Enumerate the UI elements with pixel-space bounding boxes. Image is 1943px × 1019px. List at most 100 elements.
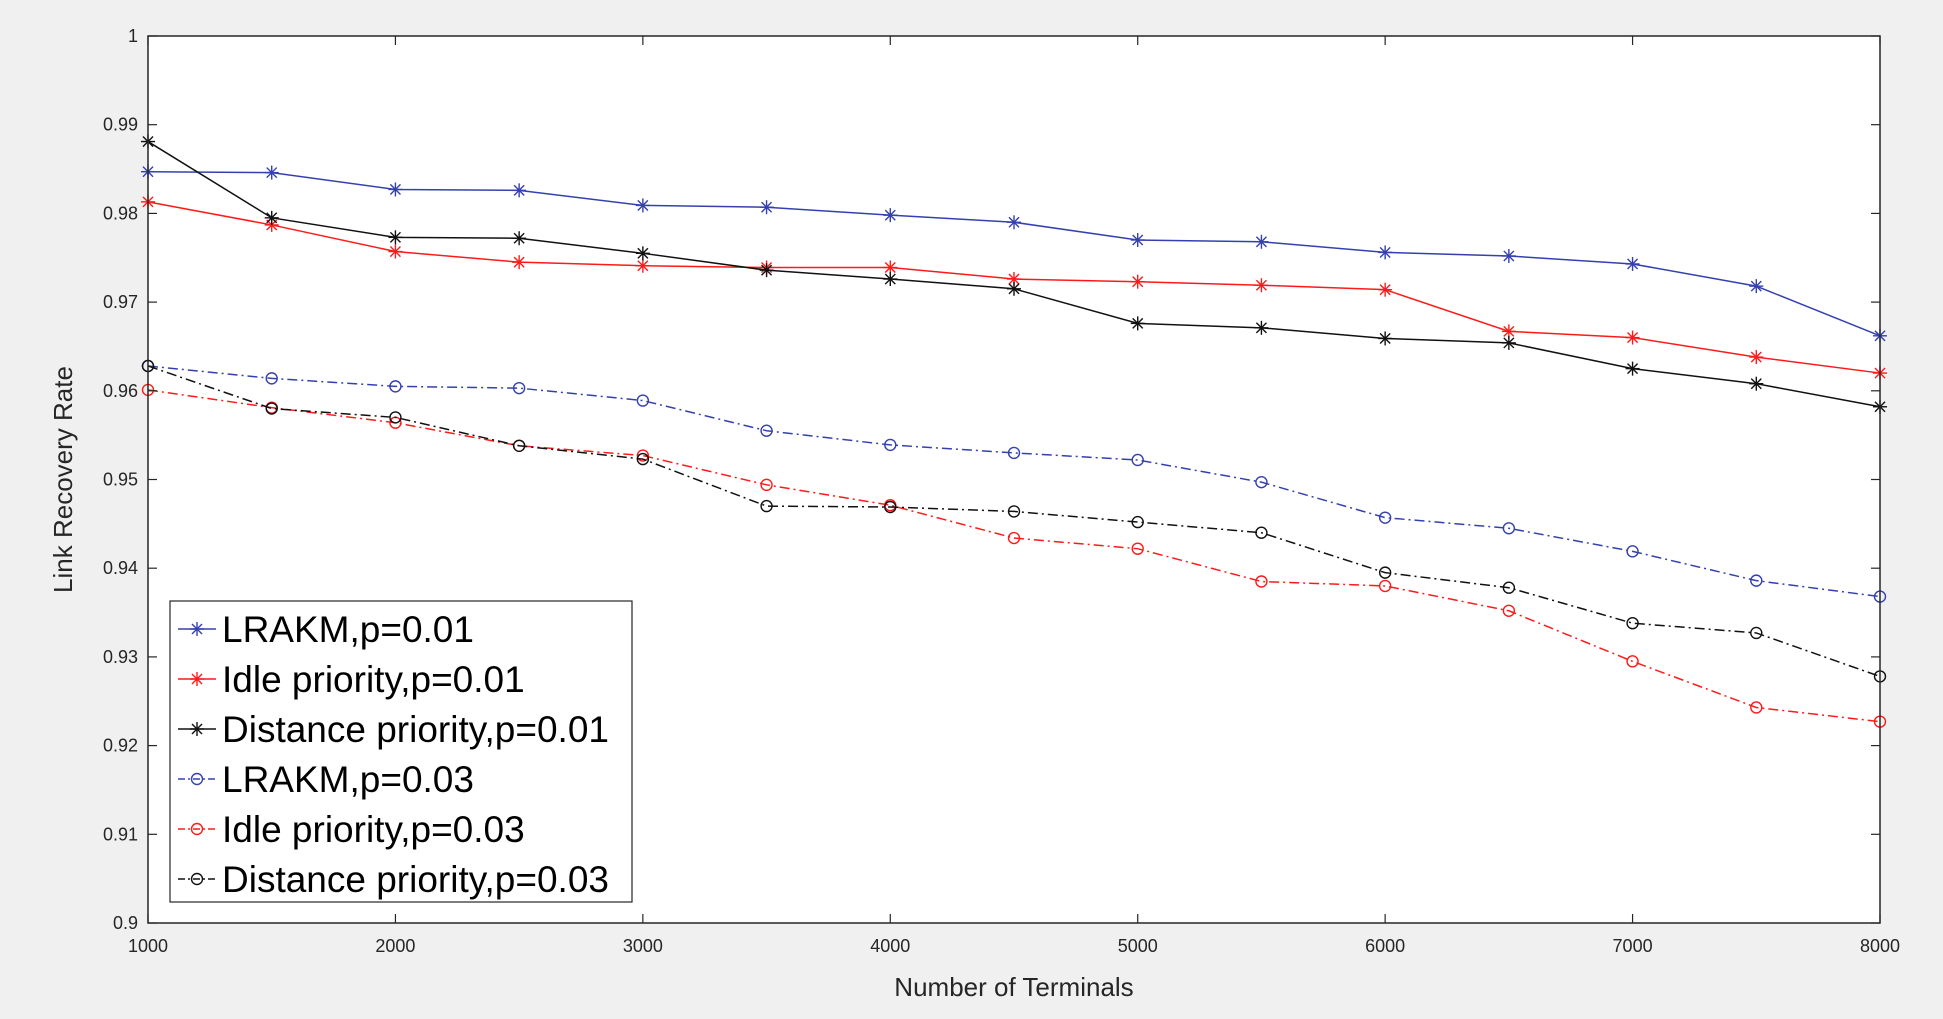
legend-label: Distance priority,p=0.03 [222,859,609,900]
data-point [883,208,898,223]
series-2 [141,134,1887,414]
data-point [635,246,650,261]
legend-entry-5: Distance priority,p=0.03 [178,859,609,900]
data-point [389,380,402,393]
data-point [1501,248,1516,263]
y-tick-label: 0.97 [103,292,138,312]
data-point [388,182,403,197]
data-point [760,424,773,437]
data-point [388,244,403,259]
y-tick-label: 0.92 [103,736,138,756]
data-point [1750,574,1763,587]
data-point [1007,505,1021,518]
data-point [1750,701,1763,714]
y-axis-label: Link Recovery Rate [48,366,78,593]
data-point [512,183,527,198]
legend-marker [190,722,204,736]
legend-entry-4: Idle priority,p=0.03 [178,809,525,850]
legend-marker [190,822,204,836]
legend-marker [190,772,204,786]
data-point [1255,575,1268,588]
x-tick-label: 7000 [1613,936,1653,956]
data-point [1255,475,1268,489]
legend-entry-3: LRAKM,p=0.03 [178,759,474,800]
y-tick-label: 0.93 [103,647,138,667]
data-point [1501,335,1516,350]
data-point [1130,274,1145,289]
y-tick-label: 0.9 [113,913,138,933]
legend-marker [190,622,204,636]
data-point [1626,655,1639,668]
legend: LRAKM,p=0.01 Idle priority,p=0.01 Distance… [169,600,633,903]
series-line [147,389,1881,723]
data-point [1131,453,1144,467]
legend-label: LRAKM,p=0.03 [222,759,474,800]
data-point [1130,316,1145,331]
legend-label: Idle priority,p=0.01 [222,659,525,700]
data-point [1749,376,1764,391]
data-point [636,452,650,466]
data-point [1254,320,1269,335]
data-point [636,394,650,407]
data-point [1378,511,1392,524]
data-point [884,438,897,452]
ticks-layer: 1000 2000 3000 4000 5000 6000 7000 8000 0.9 0.91 0… [103,26,1900,956]
series-1 [141,194,1887,381]
data-point [760,499,773,513]
legend-box [169,600,633,903]
x-axis-label: Number of Terminals [894,972,1133,1002]
data-point [1254,278,1269,293]
data-point [1626,616,1639,630]
data-point [1502,604,1516,617]
data-point [1007,446,1021,460]
data-point [1378,579,1392,593]
data-point [1502,522,1516,535]
x-tick-label: 8000 [1860,936,1900,956]
data-point [1502,581,1516,594]
data-point [1378,245,1393,260]
legend-entry-0: LRAKM,p=0.01 [178,609,474,650]
y-tick-label: 0.95 [103,470,138,490]
legend-marker [190,672,204,686]
data-point [760,478,773,492]
legend-marker [190,872,204,886]
data-point [1378,566,1392,579]
series-line [147,365,1881,598]
data-point [1254,234,1269,249]
legend-entry-2: Distance priority,p=0.01 [178,709,609,750]
y-tick-label: 0.96 [103,381,138,401]
data-point [1131,542,1144,555]
data-point [1625,330,1640,345]
data-point [264,210,279,225]
x-tick-label: 5000 [1118,936,1158,956]
data-point [1750,626,1763,640]
legend-label: Distance priority,p=0.01 [222,709,609,750]
data-point [1378,282,1393,297]
data-point [1130,233,1145,248]
data-point [1625,256,1640,271]
legend-label: Idle priority,p=0.03 [222,809,525,850]
data-point [389,411,402,424]
data-point [388,230,403,245]
data-point [1378,331,1393,346]
data-point [512,255,527,270]
data-point [635,198,650,213]
data-point [265,402,278,415]
data-point [1626,545,1639,558]
series-layer [141,134,1887,728]
x-tick-label: 4000 [870,936,910,956]
x-tick-label: 2000 [375,936,415,956]
data-point [512,381,526,395]
data-point [1255,526,1268,539]
y-tick-label: 0.91 [103,824,138,844]
data-point [1007,215,1021,230]
data-point [1007,281,1021,296]
data-point [635,258,650,273]
data-point [1749,350,1764,365]
x-tick-label: 1000 [128,936,168,956]
data-point [1625,361,1640,376]
data-point [512,439,526,452]
data-point [265,372,278,385]
data-point [759,263,774,278]
